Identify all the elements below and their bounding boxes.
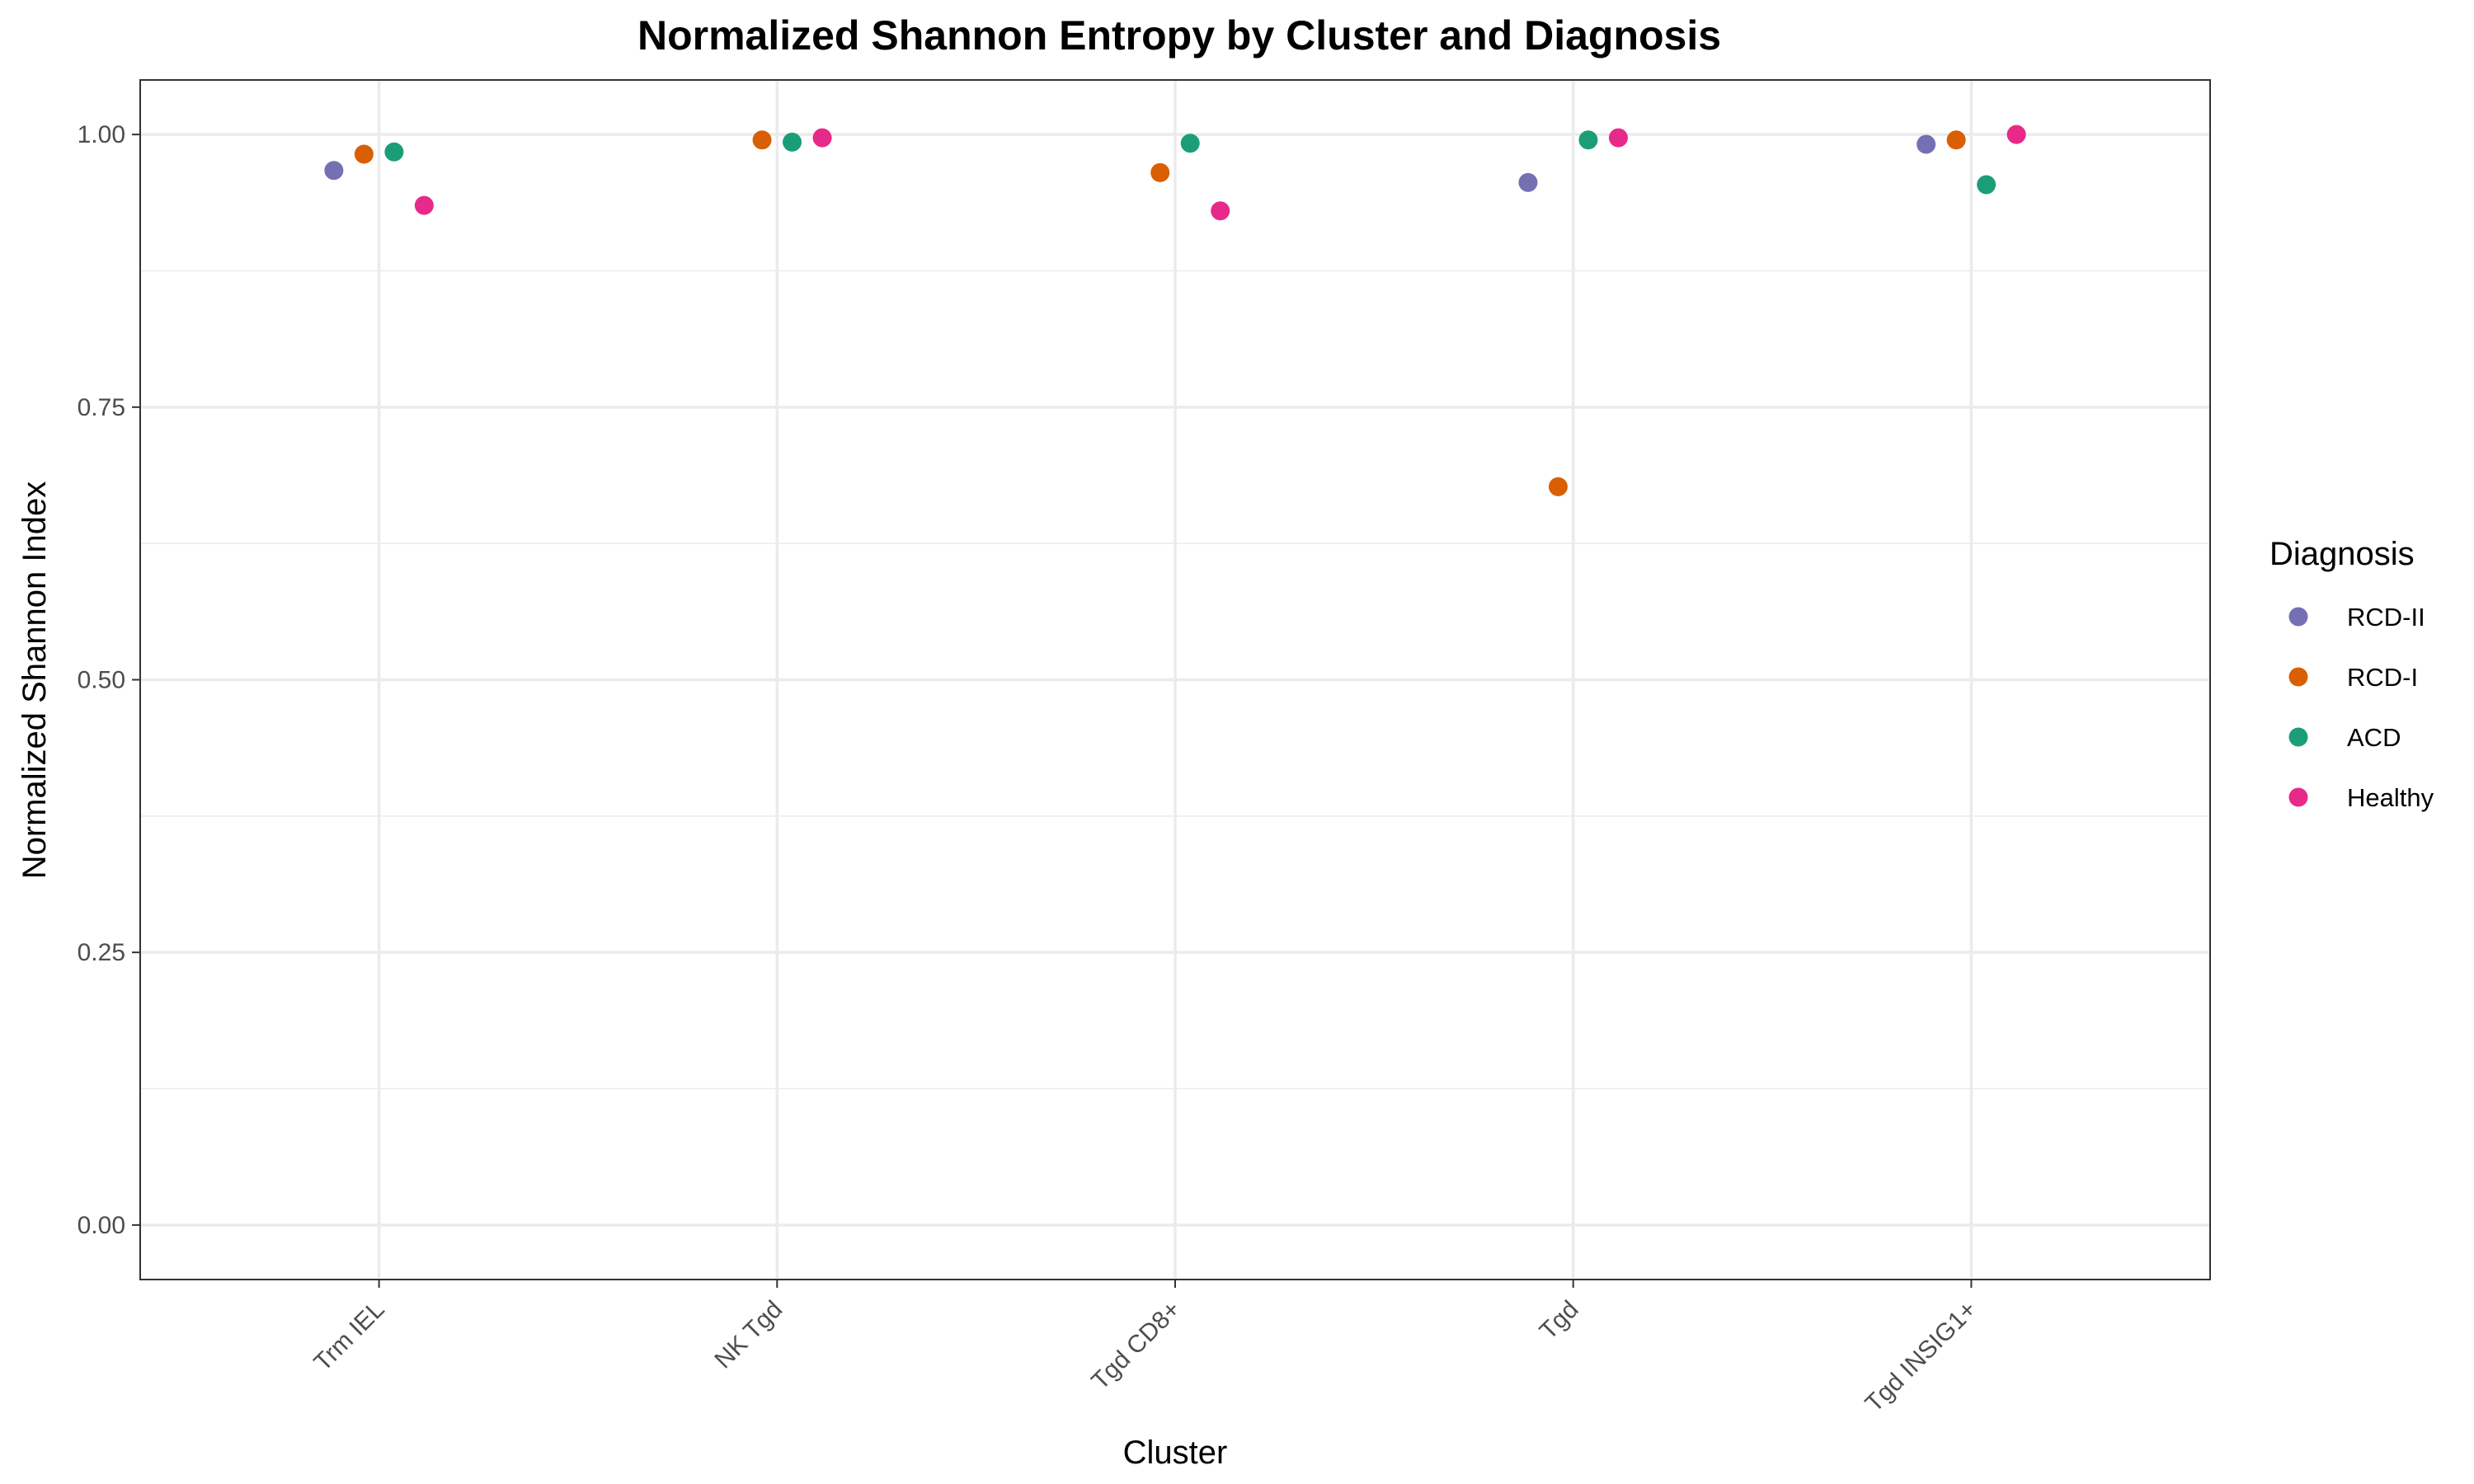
- x-axis-title: Cluster: [1123, 1435, 1228, 1471]
- data-point: [1211, 201, 1230, 221]
- data-point: [1946, 130, 1966, 150]
- data-point: [414, 195, 434, 215]
- x-tick-label: Tgd CD8+: [1086, 1296, 1186, 1396]
- legend-label: RCD-II: [2347, 603, 2425, 632]
- data-point: [1518, 172, 1538, 192]
- data-point: [783, 132, 802, 152]
- data-point: [354, 144, 374, 164]
- data-points: [324, 124, 2026, 496]
- data-point: [2006, 124, 2026, 144]
- data-point: [1917, 134, 1936, 154]
- y-axis: 0.00 0.25 0.50 0.75 1.00: [78, 121, 140, 1239]
- data-point: [324, 161, 344, 181]
- legend-title: Diagnosis: [2269, 536, 2415, 572]
- y-tick-label: 0.25: [78, 939, 125, 966]
- legend: Diagnosis RCD-II RCD-I ACD Healthy: [2269, 536, 2434, 812]
- data-point: [752, 130, 772, 150]
- grid-lines: [140, 80, 2210, 1280]
- data-point: [1977, 175, 1997, 195]
- data-point: [1548, 477, 1568, 496]
- legend-key: [2288, 667, 2308, 687]
- x-axis: Trm IEL NK Tgd Tgd CD8+ Tgd Tgd INSIG1+: [309, 1280, 1982, 1417]
- data-point: [1180, 134, 1200, 153]
- y-tick-label: 1.00: [78, 121, 125, 148]
- y-axis-title: Normalized Shannon Index: [16, 481, 53, 880]
- x-tick-label: Tgd INSIG1+: [1860, 1296, 1982, 1418]
- legend-label: Healthy: [2347, 783, 2434, 812]
- chart-title: Normalized Shannon Entropy by Cluster an…: [637, 12, 1721, 59]
- plot-panel: [139, 79, 2211, 1280]
- legend-key: [2288, 787, 2308, 807]
- data-point: [812, 128, 832, 148]
- legend-key: [2288, 727, 2308, 747]
- data-point: [1608, 128, 1628, 148]
- data-point: [1578, 130, 1598, 150]
- legend-key: [2288, 607, 2308, 627]
- x-tick-label: Tgd: [1535, 1296, 1584, 1345]
- data-point: [384, 142, 404, 162]
- legend-label: RCD-I: [2347, 663, 2418, 692]
- x-tick-label: Trm IEL: [309, 1296, 390, 1377]
- legend-label: ACD: [2347, 723, 2401, 752]
- y-tick-label: 0.75: [78, 394, 125, 421]
- x-tick-label: NK Tgd: [709, 1296, 788, 1374]
- y-tick-label: 0.50: [78, 667, 125, 694]
- y-tick-label: 0.00: [78, 1212, 125, 1239]
- data-point: [1150, 162, 1170, 182]
